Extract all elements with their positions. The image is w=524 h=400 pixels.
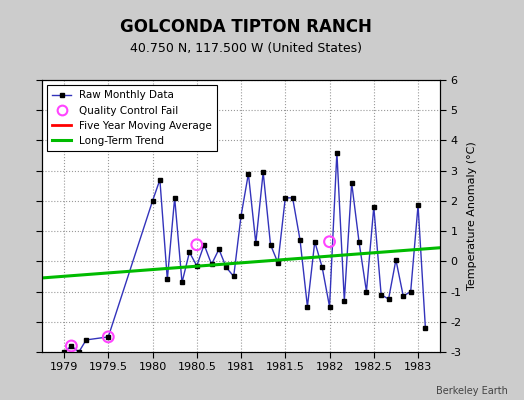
Point [104, 334, 113, 340]
Y-axis label: Temperature Anomaly (°C): Temperature Anomaly (°C) [467, 142, 477, 290]
Text: 40.750 N, 117.500 W (United States): 40.750 N, 117.500 W (United States) [130, 42, 362, 55]
Point [67, 343, 75, 349]
Text: Berkeley Earth: Berkeley Earth [436, 386, 508, 396]
Text: GOLCONDA TIPTON RANCH: GOLCONDA TIPTON RANCH [121, 18, 372, 36]
Point [193, 242, 201, 248]
Legend: Raw Monthly Data, Quality Control Fail, Five Year Moving Average, Long-Term Tren: Raw Monthly Data, Quality Control Fail, … [47, 85, 217, 151]
Point [325, 238, 334, 245]
